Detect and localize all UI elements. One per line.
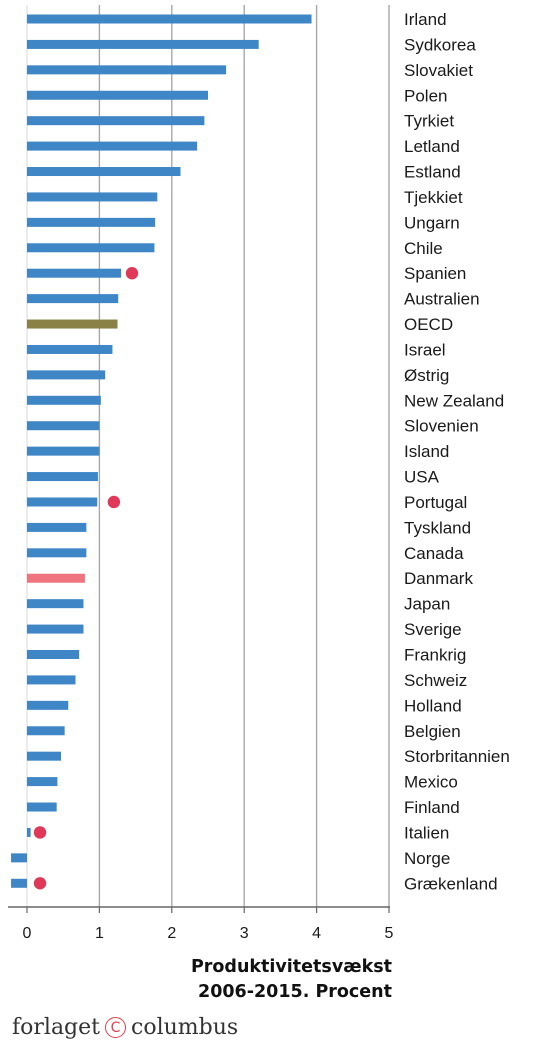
- bar-island: [27, 446, 100, 456]
- label-holland: Holland: [404, 696, 462, 715]
- bar-sydkorea: [27, 39, 259, 49]
- bar-portugal: [27, 497, 98, 507]
- bar-chile: [27, 243, 155, 253]
- label-estland: Estland: [404, 163, 461, 182]
- country-labels: Irland Sydkorea Slovakiet Polen Tyrkiet Letla…: [404, 10, 510, 893]
- copyright-circle-icon: C: [105, 1017, 126, 1038]
- label-portugal: Portugal: [404, 493, 467, 512]
- x-axis: 0 1 2 3 4 5: [8, 906, 394, 942]
- x-axis-title-line-1: Produktivitetsvækst: [190, 957, 392, 977]
- label-schweiz: Schweiz: [404, 671, 467, 690]
- label-frankrig: Frankrig: [404, 646, 466, 665]
- bar-canada: [27, 548, 87, 558]
- label-letland: Letland: [404, 137, 460, 156]
- bar-slovenien: [27, 421, 100, 431]
- label-japan: Japan: [404, 595, 450, 614]
- tick-label-1: 1: [95, 925, 104, 942]
- bar-danmark: [27, 573, 85, 583]
- tick-label-4: 4: [312, 925, 321, 942]
- bar-spanien: [27, 268, 122, 278]
- label-tyskland: Tyskland: [404, 518, 471, 537]
- bar-ungarn: [27, 217, 156, 227]
- bar-new-zealand: [27, 395, 101, 405]
- label-irland: Irland: [404, 10, 447, 29]
- label-canada: Canada: [404, 544, 464, 563]
- publisher-name-right: columbus: [131, 1015, 239, 1040]
- bar-tjekkiet: [27, 192, 158, 202]
- tick-label-5: 5: [385, 925, 394, 942]
- label-belgien: Belgien: [404, 722, 461, 741]
- label-australien: Australien: [404, 290, 480, 309]
- bar-holland: [27, 700, 69, 710]
- bar-tyrkiet: [27, 116, 205, 126]
- tick-label-2: 2: [167, 925, 176, 942]
- bar-australien: [27, 294, 119, 304]
- bar-sverige: [27, 624, 84, 634]
- bar-estland: [27, 167, 181, 177]
- label-ungarn: Ungarn: [404, 213, 460, 232]
- publisher-name-left: forlaget: [12, 1015, 100, 1040]
- bar-storbritannien: [27, 751, 62, 761]
- label-norge: Norge: [404, 849, 450, 868]
- label-italien: Italien: [404, 823, 449, 842]
- label-tjekkiet: Tjekkiet: [404, 188, 463, 207]
- bar-slovakiet: [27, 65, 227, 75]
- bar-norge: [11, 853, 27, 863]
- bar-finland: [27, 802, 57, 812]
- marker-spanien: [125, 267, 139, 280]
- tick-label-3: 3: [240, 925, 249, 942]
- grid-lines: [26, 5, 390, 907]
- markers: [33, 267, 139, 890]
- label-slovenien: Slovenien: [404, 417, 479, 436]
- label-mexico: Mexico: [404, 773, 458, 792]
- tick-label-0: 0: [23, 925, 32, 942]
- label-island: Island: [404, 442, 449, 461]
- bar-usa: [27, 472, 98, 482]
- label-graekenland: Grækenland: [404, 874, 498, 893]
- bar-letland: [27, 141, 198, 151]
- marker-italien: [33, 826, 47, 839]
- label-slovakiet: Slovakiet: [404, 61, 473, 80]
- bar-oecd: [27, 319, 118, 329]
- label-sydkorea: Sydkorea: [404, 35, 476, 54]
- bar-frankrig: [27, 650, 80, 659]
- bar-polen: [27, 90, 208, 100]
- marker-portugal: [107, 495, 121, 509]
- label-new-zealand: New Zealand: [404, 391, 504, 410]
- label-spanien: Spanien: [404, 264, 466, 283]
- bar-israel: [27, 344, 113, 354]
- bar-graekenland: [11, 878, 27, 888]
- label-finland: Finland: [404, 798, 460, 817]
- label-oestrig: Østrig: [404, 366, 449, 385]
- bar-belgien: [27, 726, 65, 736]
- bar-oestrig: [27, 370, 106, 380]
- label-chile: Chile: [404, 239, 443, 258]
- bar-italien: [27, 827, 31, 837]
- x-axis-title-line-2: 2006-2015. Procent: [198, 982, 392, 1002]
- label-oecd: OECD: [404, 315, 453, 334]
- bar-tyskland: [27, 522, 87, 532]
- label-polen: Polen: [404, 86, 447, 105]
- bar-schweiz: [27, 675, 76, 685]
- label-usa: USA: [404, 468, 440, 487]
- label-storbritannien: Storbritannien: [404, 747, 510, 766]
- x-axis-title: Produktivitetsvækst 2006-2015. Procent: [191, 955, 392, 1005]
- label-tyrkiet: Tyrkiet: [404, 112, 454, 131]
- label-israel: Israel: [404, 340, 446, 359]
- marker-graekenland: [33, 877, 47, 890]
- bar-mexico: [27, 777, 58, 787]
- bars: [11, 14, 312, 888]
- bar-japan: [27, 599, 84, 609]
- publisher-logo: forlaget C columbus: [12, 1015, 238, 1040]
- label-sverige: Sverige: [404, 620, 462, 639]
- bar-irland: [27, 14, 312, 24]
- label-danmark: Danmark: [404, 569, 473, 588]
